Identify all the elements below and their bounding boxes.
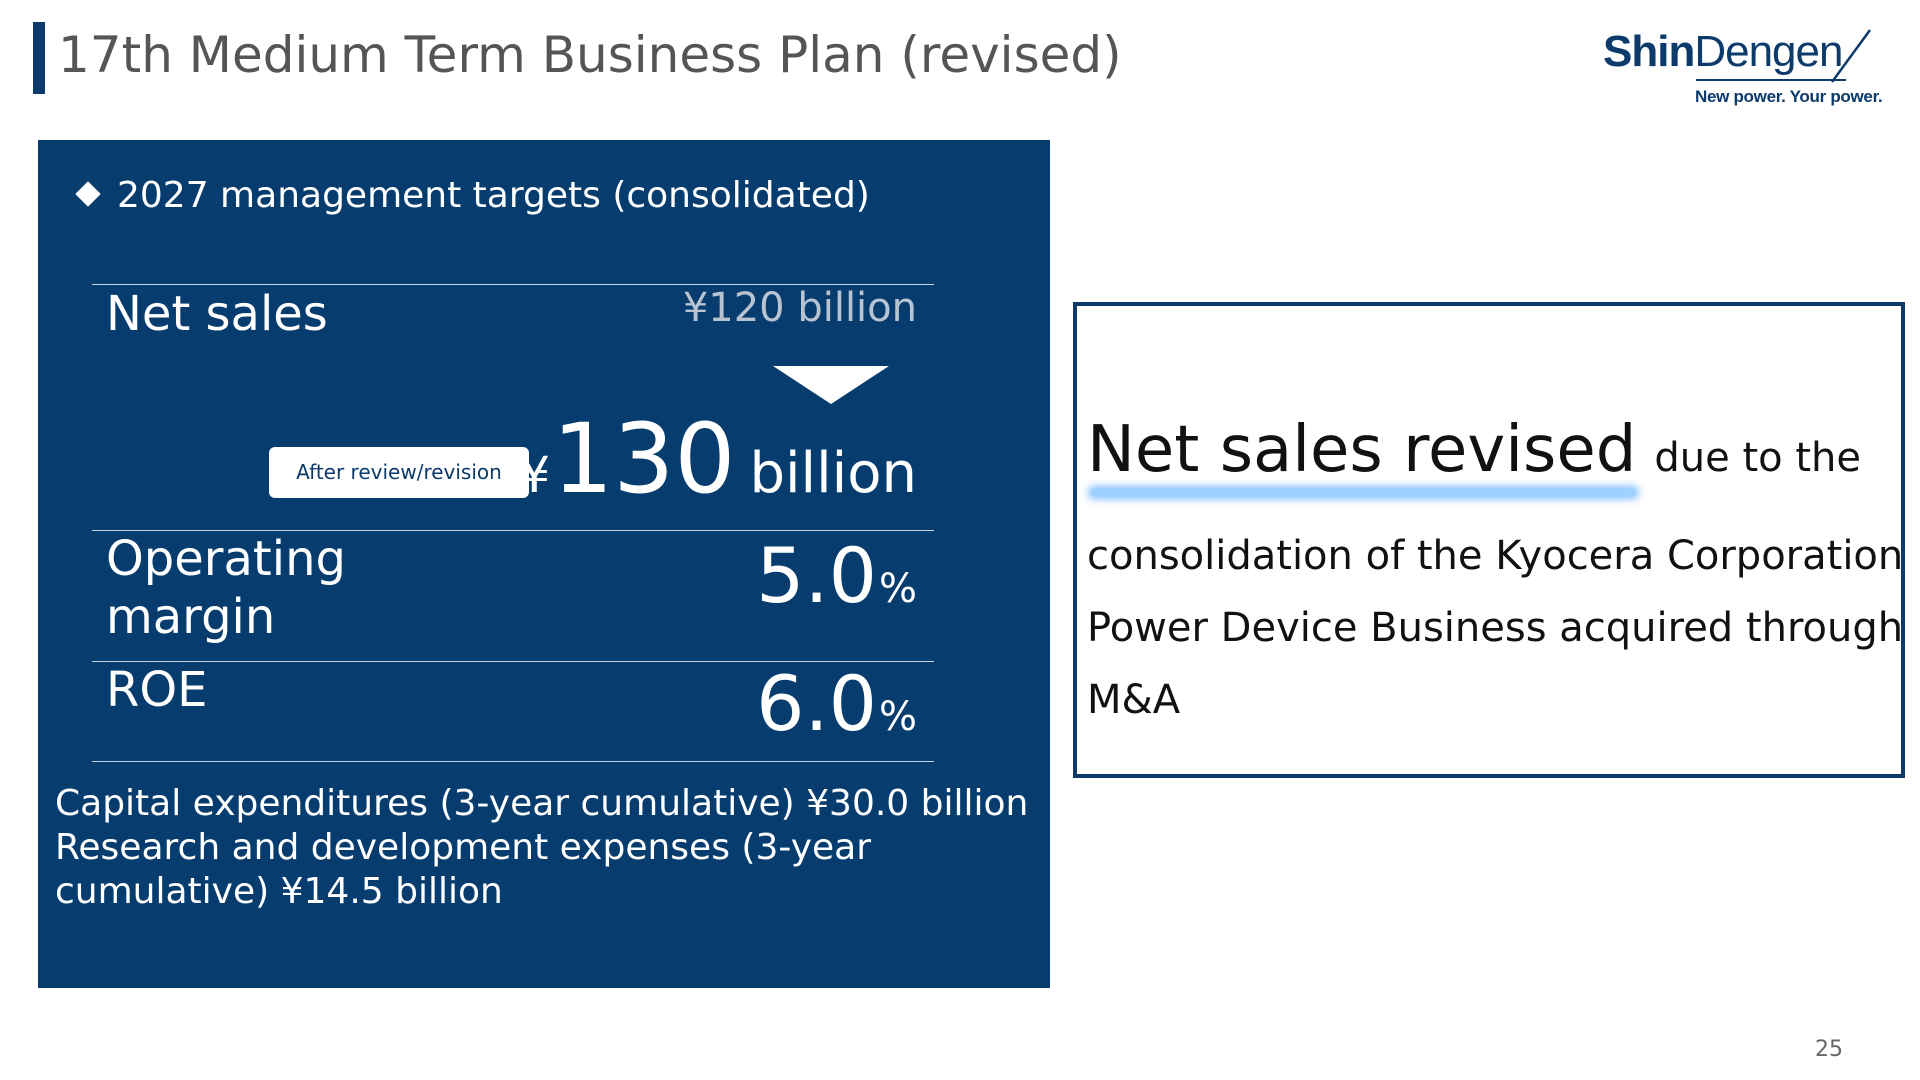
- table-divider-net-sales: [92, 530, 934, 531]
- roe-number: 6.0: [756, 659, 877, 748]
- table-divider-top: [92, 284, 934, 285]
- operating-margin-label-line2: margin: [106, 589, 276, 645]
- net-sales-label: Net sales: [106, 286, 328, 342]
- targets-heading-text: 2027 management targets (consolidated): [117, 175, 870, 216]
- net-sales-new-number: 130: [552, 403, 736, 515]
- rnd-line-2: cumulative) ¥14.5 billion: [55, 871, 503, 912]
- investment-summary: Capital expenditures (3-year cumulative)…: [55, 782, 1045, 914]
- revision-down-arrow-icon: [773, 366, 889, 404]
- revision-note-box: Net sales revised due to the consolidatio…: [1073, 302, 1905, 778]
- roe-label: ROE: [106, 662, 208, 718]
- logo-word-bold: Shin: [1603, 27, 1695, 76]
- title-accent-bar: [33, 22, 45, 94]
- operating-margin-label: Operating margin: [106, 530, 346, 646]
- management-targets-panel: 2027 management targets (consolidated) N…: [38, 140, 1050, 988]
- operating-margin-unit: %: [878, 566, 917, 612]
- logo-word-regular: Dengen: [1694, 27, 1843, 76]
- capex-line: Capital expenditures (3-year cumulative)…: [55, 783, 1029, 824]
- company-logo: ShinDengen New power. Your power.: [1600, 22, 1883, 112]
- roe-value: 6.0 %: [756, 661, 917, 747]
- net-sales-old-value: ¥120 billion: [682, 285, 917, 331]
- logo-tagline: New power. Your power.: [1695, 87, 1883, 106]
- operating-margin-label-line1: Operating: [106, 531, 346, 587]
- note-body: consolidation of the Kyocera Corporation…: [1087, 520, 1904, 736]
- note-line-2: consolidation of the Kyocera Corporation: [1087, 533, 1904, 579]
- page-title: 17th Medium Term Business Plan (revised): [58, 26, 1122, 84]
- note-emphasis: Net sales revised: [1087, 410, 1637, 496]
- logo-underline: [1696, 79, 1846, 81]
- revision-badge: After review/revision: [269, 447, 529, 498]
- net-sales-new-unit: billion: [749, 441, 917, 506]
- roe-unit: %: [878, 694, 917, 740]
- note-line-4: M&A: [1087, 677, 1181, 723]
- net-sales-new-value: ¥ 130 billion: [518, 404, 917, 514]
- table-divider-bottom: [92, 761, 934, 762]
- operating-margin-value: 5.0 %: [756, 533, 917, 619]
- table-divider-operating-margin: [92, 661, 934, 662]
- logo-wordmark: ShinDengen: [1603, 24, 1843, 80]
- net-sales-new-currency: ¥: [518, 446, 551, 504]
- note-first-line-rest: due to the: [1654, 435, 1861, 481]
- note-line-3: Power Device Business acquired through: [1087, 605, 1904, 651]
- page-number: 25: [1815, 1037, 1843, 1062]
- logo-slash-icon: [1830, 29, 1872, 83]
- diamond-bullet-icon: [75, 181, 101, 207]
- operating-margin-number: 5.0: [756, 531, 877, 620]
- targets-heading: 2027 management targets (consolidated): [75, 172, 870, 220]
- note-headline: Net sales revised due to the: [1087, 410, 1861, 496]
- rnd-line-1: Research and development expenses (3-yea…: [55, 827, 872, 868]
